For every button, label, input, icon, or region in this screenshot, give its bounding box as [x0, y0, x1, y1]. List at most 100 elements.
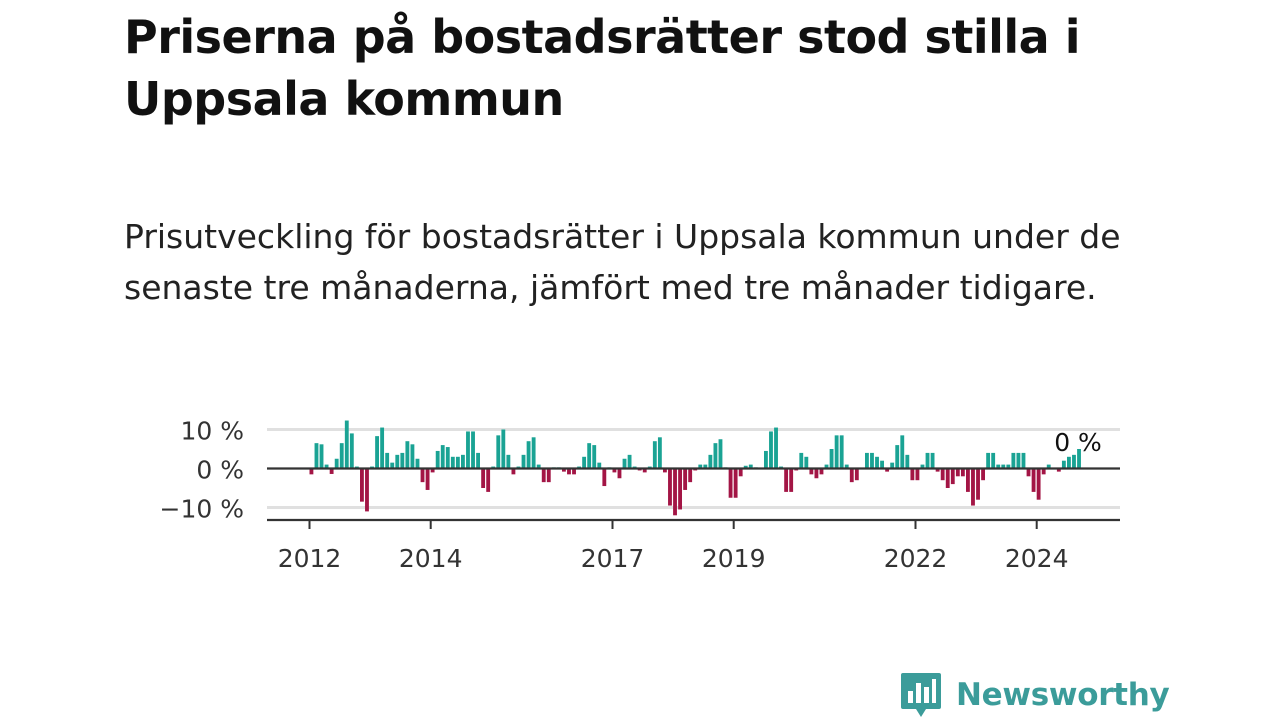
bar: [622, 458, 627, 469]
newsworthy-logo: Newsworthy: [900, 670, 1170, 720]
x-tick-label: 2022: [884, 544, 948, 573]
bar: [945, 468, 950, 488]
bar: [986, 452, 991, 469]
bar: [617, 468, 622, 479]
bar: [784, 468, 789, 492]
bar: [627, 454, 632, 469]
bar: [471, 431, 475, 469]
bar: [440, 445, 445, 469]
bar: [1006, 464, 1011, 469]
bar: [955, 468, 960, 477]
bar: [1036, 468, 1041, 500]
bar: [834, 435, 839, 469]
bar: [698, 464, 703, 469]
bar: [521, 454, 526, 469]
bar: [668, 468, 672, 506]
bar: [420, 468, 425, 483]
bar: [733, 468, 738, 498]
bar: [950, 468, 955, 485]
bar: [430, 468, 435, 473]
bar: [1056, 468, 1061, 472]
x-tick-label: 2012: [278, 544, 342, 573]
bar: [612, 468, 617, 473]
bar: [925, 452, 930, 469]
bar: [849, 468, 854, 483]
bar: [309, 468, 314, 475]
bar: [455, 456, 460, 469]
bar: [854, 468, 859, 481]
bar: [663, 468, 667, 473]
y-tick-label: −10 %: [160, 495, 244, 524]
bar: [890, 462, 895, 469]
bar: [511, 468, 516, 475]
bar: [531, 437, 536, 469]
bar: [496, 435, 501, 469]
bar: [541, 468, 546, 483]
bar: [339, 443, 344, 469]
bar: [1021, 452, 1026, 469]
bar: [642, 468, 647, 473]
bar: [349, 433, 354, 469]
bar: [885, 468, 890, 472]
bar: [334, 458, 339, 469]
bar: [1016, 452, 1021, 469]
bar: [976, 468, 980, 500]
bar: [996, 464, 1001, 469]
bar: [844, 464, 849, 469]
bar: [764, 450, 768, 469]
bar: [344, 420, 349, 469]
bar: [678, 468, 682, 510]
bar: [915, 468, 920, 481]
bar: [375, 436, 379, 469]
bar: [360, 468, 364, 502]
bar: [1072, 454, 1076, 469]
bar: [435, 450, 440, 469]
bar: [870, 452, 874, 469]
bar: [865, 452, 869, 469]
bar: [789, 468, 794, 492]
bar: [1046, 464, 1051, 469]
bar: [718, 439, 723, 469]
bar: [774, 427, 778, 469]
bar: [1031, 468, 1036, 492]
bar: [445, 447, 450, 469]
bar: [425, 468, 430, 490]
bar: [314, 443, 319, 469]
bar: [481, 468, 486, 488]
x-tick-label: 2019: [702, 544, 766, 573]
bar: [526, 441, 531, 469]
bar: [652, 441, 657, 469]
bar: [390, 462, 395, 469]
bar: [824, 464, 829, 469]
bar: [1011, 452, 1016, 469]
bar: [592, 445, 597, 469]
brand-name: Newsworthy: [956, 677, 1170, 713]
bar: [738, 468, 743, 477]
bar: [324, 464, 329, 469]
bar: [657, 437, 662, 469]
bar-chart: 10 % 0 % −10 % 2012 2014 2017 2019 2022 2024 0 %: [160, 417, 1120, 573]
bar: [1061, 460, 1066, 469]
bar: [597, 462, 602, 469]
chart-title: Priserna på bostadsrätter stod stilla i …: [124, 10, 1080, 126]
bar: [799, 452, 804, 469]
bar: [819, 468, 824, 475]
bar: [769, 431, 773, 469]
bar: [905, 454, 910, 469]
bar: [910, 468, 915, 481]
bar: [567, 468, 571, 475]
bar: [405, 441, 410, 469]
bar: [895, 445, 900, 469]
bar: [506, 454, 511, 469]
bar: [572, 468, 576, 475]
bar: [536, 464, 541, 469]
y-tick-label: 0 %: [196, 456, 244, 485]
bar: [981, 468, 985, 481]
bar: [562, 468, 566, 472]
bar: [829, 449, 834, 469]
bar: [971, 468, 975, 506]
bar: [415, 458, 420, 469]
last-value-label: 0 %: [1054, 428, 1102, 457]
bar: [708, 454, 713, 469]
chart-subtitle: Prisutveckling för bostadsrätter i Uppsa…: [124, 217, 1121, 307]
